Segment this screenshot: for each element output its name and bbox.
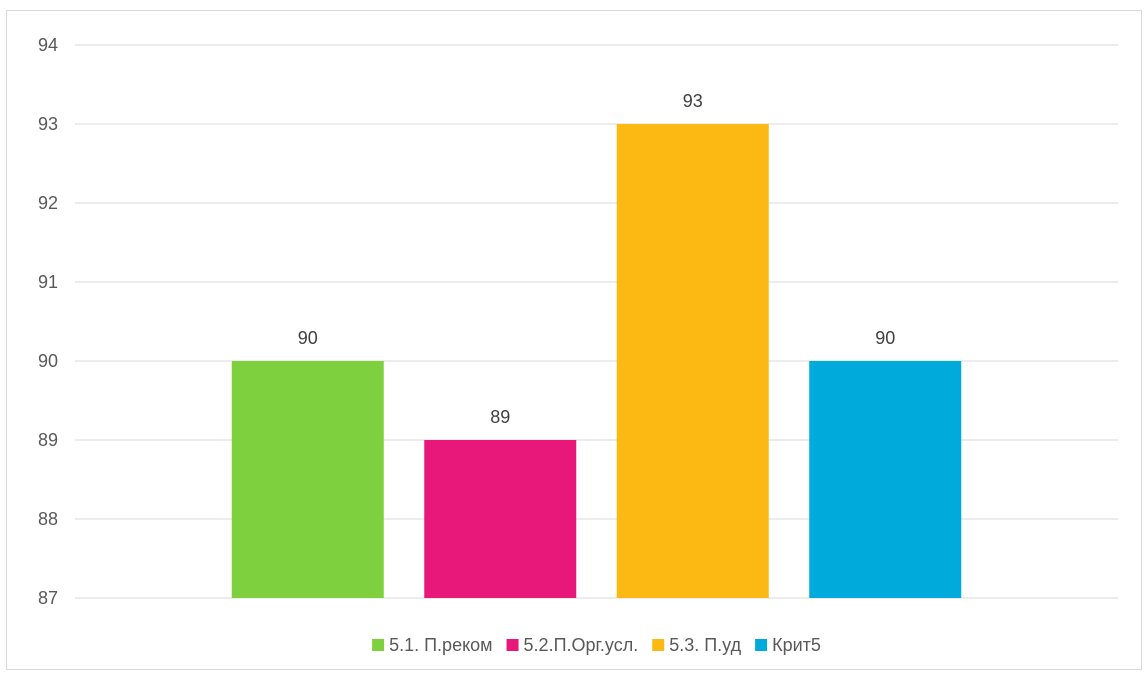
legend-label: 5.2.П.Орг.усл. [524, 635, 639, 655]
legend-swatch [755, 639, 768, 651]
data-labels: 90 89 93 90 [298, 91, 896, 427]
legend: 5.1. П.реком 5.2.П.Орг.усл. 5.3. П.уд Крит5 [372, 635, 821, 655]
legend-swatch [372, 639, 385, 651]
y-tick-label: 92 [38, 193, 58, 213]
y-tick-label: 90 [38, 351, 58, 371]
y-tick-label: 87 [38, 588, 58, 608]
legend-item-4: Крит5 [755, 635, 821, 655]
legend-label: Крит5 [772, 635, 821, 655]
data-label: 90 [298, 328, 318, 348]
y-tick-label: 88 [38, 509, 58, 529]
y-tick-label: 94 [38, 35, 58, 55]
bar-4 [809, 361, 962, 598]
data-label: 93 [683, 91, 703, 111]
y-axis-tick-labels: 87 88 89 90 91 92 93 94 [38, 35, 58, 608]
legend-label: 5.3. П.уд [669, 635, 741, 655]
bars [231, 124, 962, 598]
y-tick-label: 89 [38, 430, 58, 450]
data-label: 90 [875, 328, 895, 348]
bar-2 [424, 440, 577, 598]
legend-swatch [652, 639, 665, 651]
legend-label: 5.1. П.реком [389, 635, 492, 655]
legend-swatch [506, 639, 519, 651]
legend-item-1: 5.1. П.реком [372, 635, 493, 655]
data-label: 89 [490, 407, 510, 427]
gridlines [75, 44, 1118, 599]
y-tick-label: 93 [38, 114, 58, 134]
bar-1 [231, 361, 384, 598]
y-tick-label: 91 [38, 272, 58, 292]
legend-item-3: 5.3. П.уд [652, 635, 742, 655]
bar-3 [616, 124, 769, 598]
legend-item-2: 5.2.П.Орг.усл. [506, 635, 639, 655]
